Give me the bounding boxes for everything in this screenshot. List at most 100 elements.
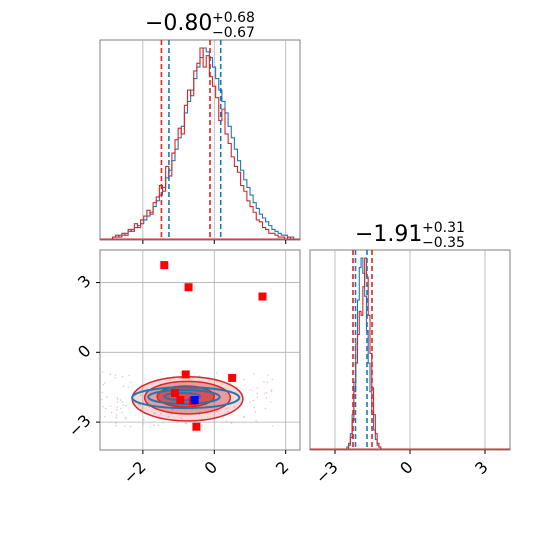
sample-point-47 xyxy=(227,407,230,409)
sample-point-10 xyxy=(216,410,218,412)
sample-point-147 xyxy=(116,396,119,399)
x-tick-label-p2-2: 2 xyxy=(272,457,293,478)
sample-point-158 xyxy=(116,398,119,400)
histogram-series-bottom-right xyxy=(310,257,510,450)
sample-point-14 xyxy=(114,374,117,376)
sample-point-108 xyxy=(101,398,103,401)
sample-point-130 xyxy=(179,377,182,380)
title-param-1-lower: −0.67 xyxy=(212,25,255,41)
sample-point-82 xyxy=(160,413,162,415)
sample-point-90 xyxy=(236,386,239,389)
sample-point-109 xyxy=(101,391,104,393)
sample-point-54 xyxy=(121,375,124,378)
scatter-contour-panel: −2 0 2 −3 0 3 xyxy=(64,249,301,488)
sample-point-110 xyxy=(116,408,118,411)
histogram-series-top-left xyxy=(100,47,300,240)
grid-bottom-right xyxy=(334,250,486,450)
grid-top-left xyxy=(142,40,287,240)
y-tick-label-p2-1: 0 xyxy=(74,341,95,362)
sample-point-64 xyxy=(109,405,112,407)
sample-point-35 xyxy=(127,386,130,389)
red-marker-8 xyxy=(192,422,201,431)
sample-point-58 xyxy=(235,374,238,377)
title-param-2-value: −1.91 xyxy=(355,222,422,247)
sample-point-78 xyxy=(255,420,257,422)
sample-point-140 xyxy=(266,381,269,383)
sample-point-155 xyxy=(272,425,274,427)
sample-point-142 xyxy=(256,387,258,389)
hist-series-p3-1 xyxy=(345,257,383,450)
sample-point-25 xyxy=(266,374,269,376)
sample-point-28 xyxy=(137,403,140,406)
sample-point-81 xyxy=(105,395,108,398)
sample-point-151 xyxy=(168,379,171,381)
sample-point-124 xyxy=(120,407,122,410)
sample-point-153 xyxy=(249,389,252,392)
sample-point-11 xyxy=(269,401,272,403)
sample-point-74 xyxy=(115,416,118,419)
sample-point-51 xyxy=(153,424,155,426)
sample-point-72 xyxy=(243,415,245,418)
ticks-top-left xyxy=(142,240,287,244)
sample-point-94 xyxy=(122,404,124,406)
sample-point-104 xyxy=(180,417,182,419)
sample-point-7 xyxy=(109,373,112,376)
sample-point-89 xyxy=(128,374,130,377)
sample-point-46 xyxy=(102,383,105,386)
sample-point-4 xyxy=(213,421,216,424)
hist-series-p1-1 xyxy=(100,47,300,240)
sample-point-112 xyxy=(129,425,132,428)
panel-frame-bottom-left xyxy=(99,249,301,451)
sample-point-3 xyxy=(171,410,174,412)
sample-point-53 xyxy=(256,396,258,399)
sample-point-123 xyxy=(125,417,128,420)
sample-point-96 xyxy=(205,404,208,407)
sample-point-154 xyxy=(104,415,106,418)
sample-point-8 xyxy=(121,401,124,403)
sample-point-65 xyxy=(270,389,273,391)
title-param-2-upper: +0.31 xyxy=(422,220,465,236)
sample-point-71 xyxy=(256,392,259,395)
sample-point-156 xyxy=(139,394,142,396)
contours xyxy=(131,375,244,422)
sample-point-13 xyxy=(233,406,236,408)
y-tick-label-p2-2: 3 xyxy=(74,271,95,292)
sample-point-120 xyxy=(110,411,113,414)
sample-point-101 xyxy=(142,423,145,425)
grid-bottom-left xyxy=(100,250,300,450)
sample-point-102 xyxy=(160,371,163,373)
sample-point-139 xyxy=(221,383,223,385)
panel-frame-top-left xyxy=(99,39,301,241)
sample-point-5 xyxy=(141,388,143,391)
sample-point-125 xyxy=(171,408,174,411)
histogram-panel-param-1: −0.80 +0.68 −0.67 xyxy=(99,10,301,244)
sample-point-117 xyxy=(263,392,266,395)
sample-point-30 xyxy=(102,405,104,408)
sample-point-114 xyxy=(198,374,201,377)
sample-point-84 xyxy=(253,373,255,375)
sample-point-49 xyxy=(162,421,165,424)
sample-point-152 xyxy=(123,425,126,427)
sample-point-80 xyxy=(122,385,125,387)
sample-point-34 xyxy=(254,411,257,413)
sample-point-138 xyxy=(103,382,106,384)
sample-point-100 xyxy=(253,406,255,409)
sample-point-144 xyxy=(130,381,132,384)
red-marker-5 xyxy=(171,389,179,398)
sample-point-87 xyxy=(225,393,227,395)
sample-point-41 xyxy=(184,422,187,424)
sample-point-135 xyxy=(149,425,152,428)
sample-point-88 xyxy=(148,406,150,408)
sample-point-15 xyxy=(252,399,255,402)
sample-point-136 xyxy=(225,408,227,410)
sample-point-148 xyxy=(101,371,104,373)
markers xyxy=(160,261,267,431)
sample-point-69 xyxy=(167,415,170,418)
sample-point-44 xyxy=(207,421,210,423)
sample-point-157 xyxy=(121,411,124,414)
quantile-lines-top-left xyxy=(160,40,222,240)
sample-point-20 xyxy=(264,407,267,410)
sample-point-79 xyxy=(139,404,141,406)
sample-point-1 xyxy=(142,401,145,403)
